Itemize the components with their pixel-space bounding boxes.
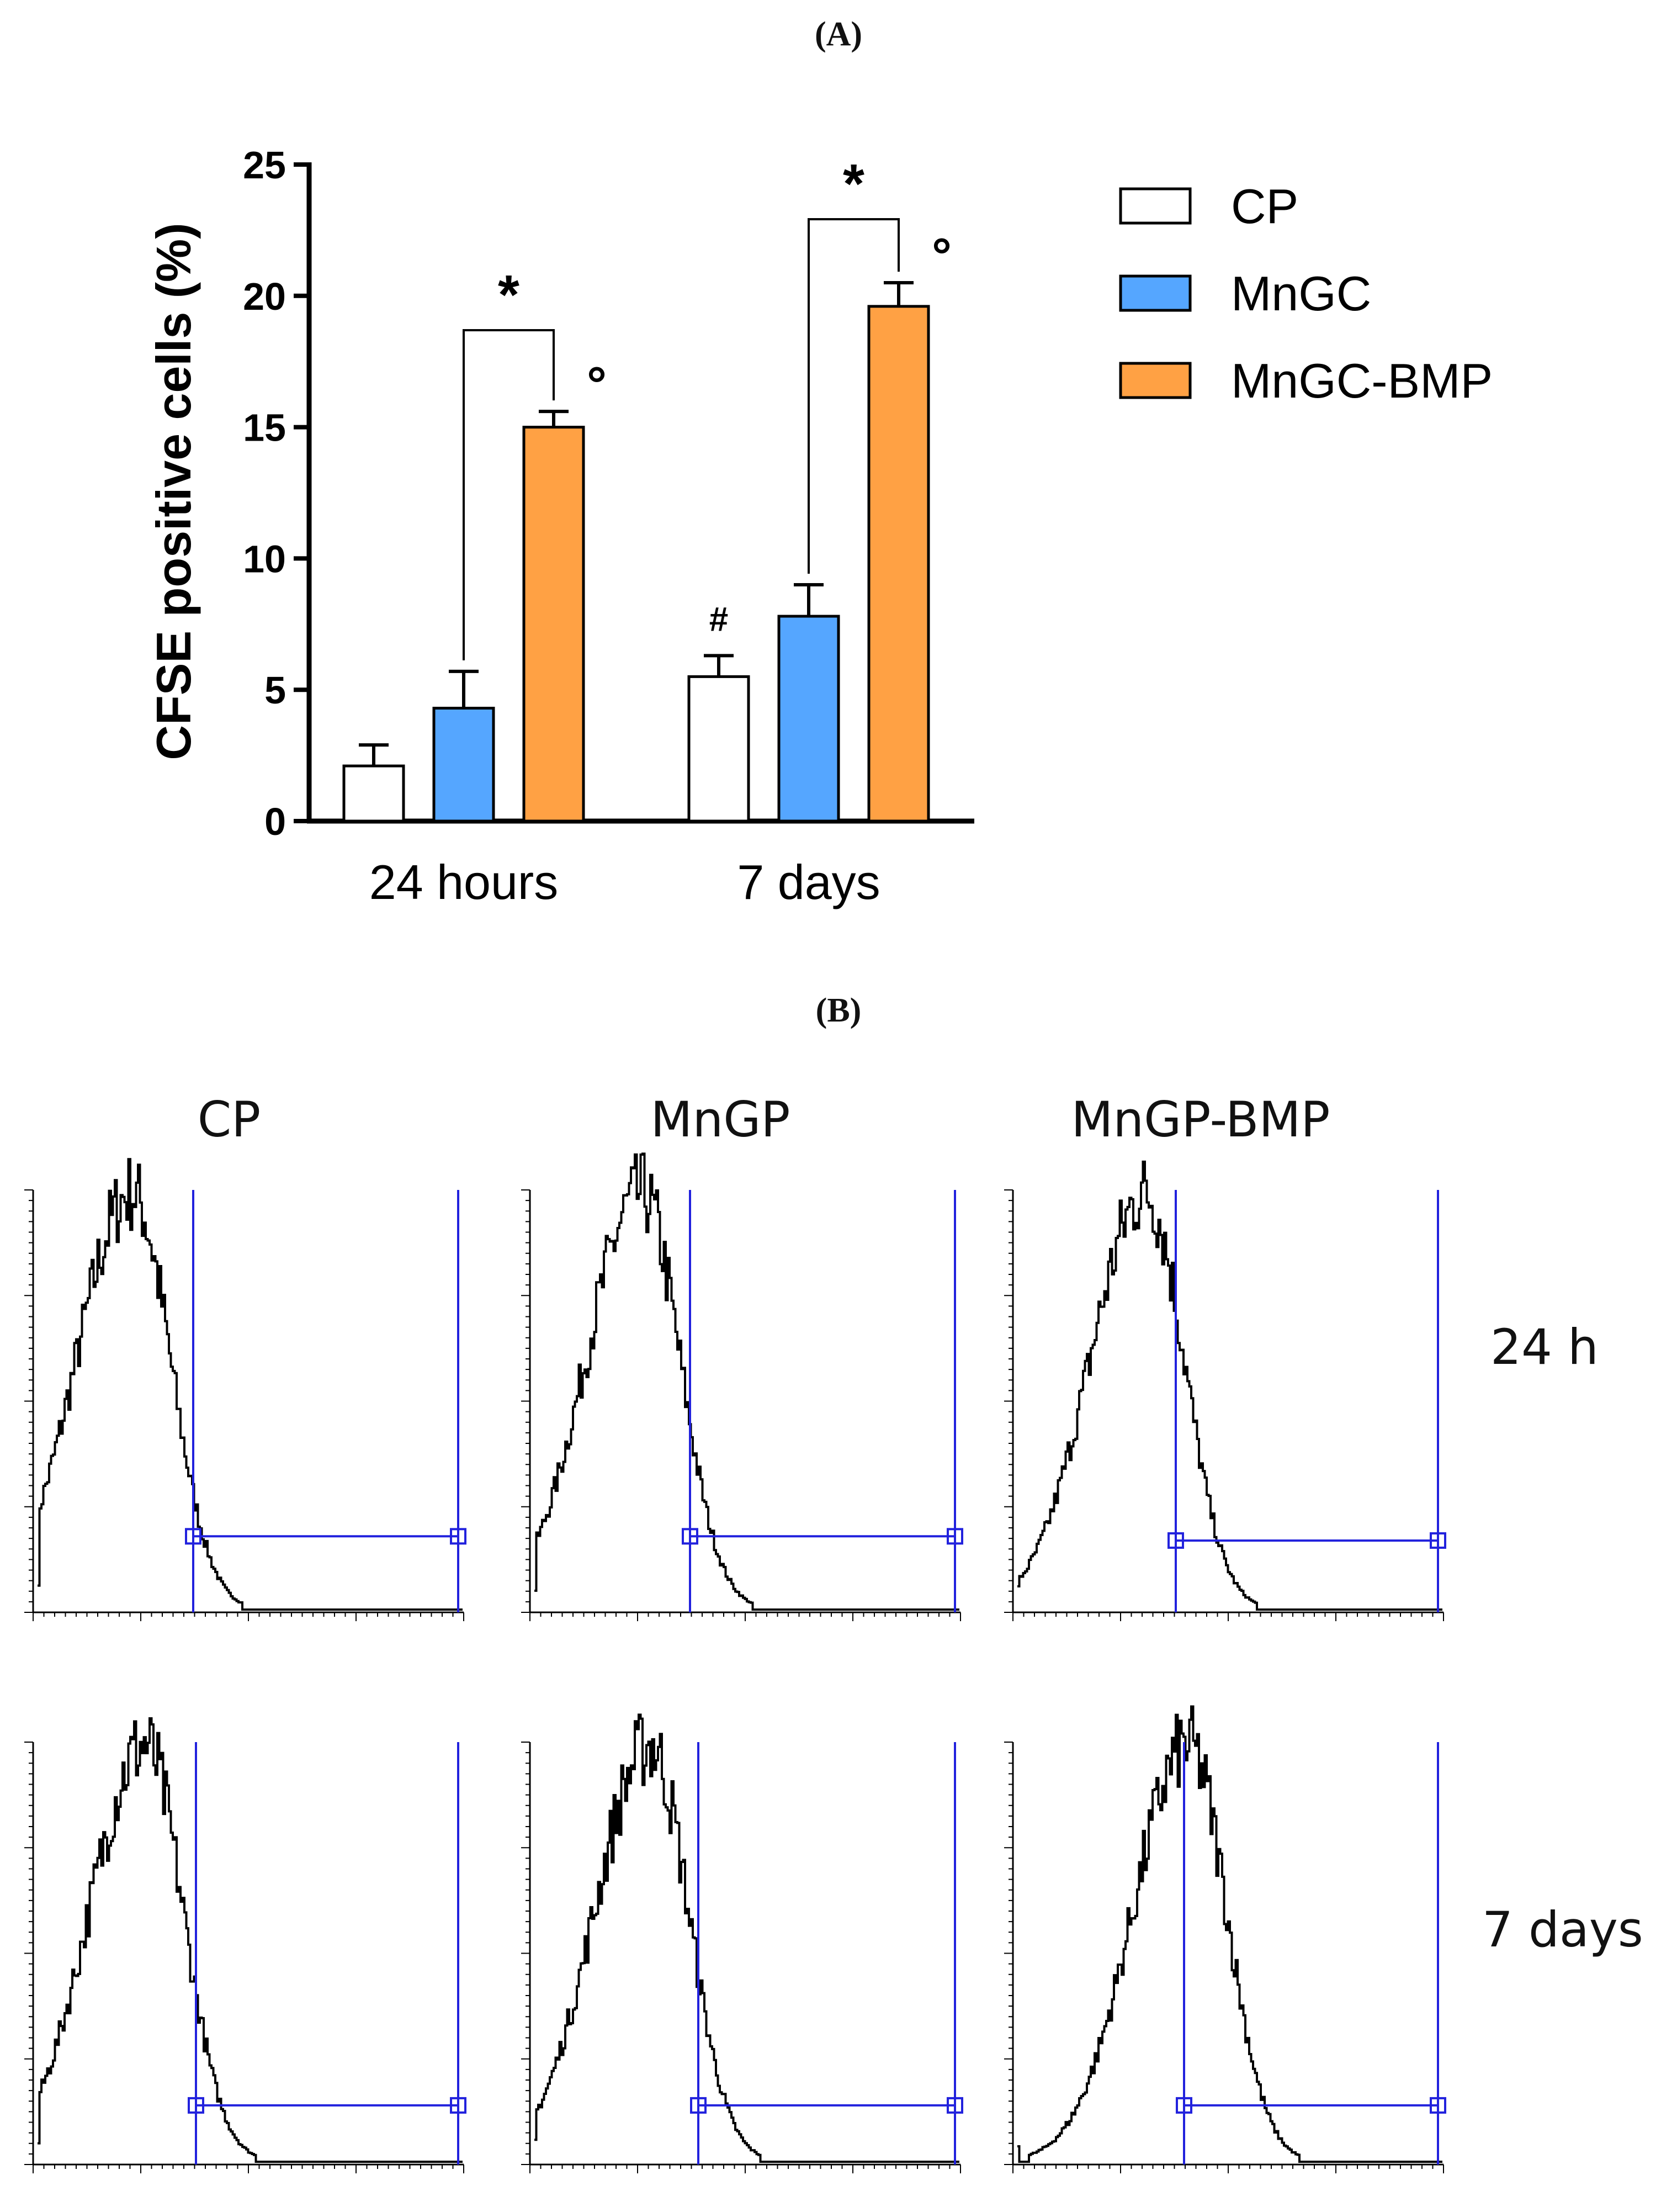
legend-swatch-mngc (1119, 274, 1192, 312)
histogram-curve (534, 1713, 959, 2163)
bar-chart: CFSE positive cells (%) 0 5 10 15 20 25 24 ho… (146, 144, 1493, 909)
histogram-panel (24, 1717, 466, 2173)
bar-mngc (777, 615, 840, 823)
x-tick-label: 24 hours (369, 855, 558, 909)
y-tick-label: 0 (264, 800, 286, 843)
legend-swatch-mngc-bmp (1119, 362, 1192, 399)
column-title: CP (198, 1091, 261, 1148)
y-ticks: 0 5 10 15 20 25 (243, 144, 309, 843)
legend-label: MnGC-BMP (1231, 353, 1493, 408)
histogram-panel (1004, 1705, 1446, 2173)
y-tick-label: 5 (264, 669, 286, 712)
gate-handle-right (1430, 2097, 1446, 2114)
gate-handle-left (682, 1528, 698, 1545)
y-tick-label: 25 (243, 144, 286, 187)
column-title: MnGP (651, 1091, 790, 1148)
column-title: MnGP-BMP (1071, 1091, 1330, 1148)
y-tick-label: 10 (243, 537, 286, 580)
histogram-curve (1017, 1705, 1442, 2163)
legend-swatch-cp (1119, 187, 1192, 225)
bar-cp (687, 675, 750, 823)
row-label: 7 days (1482, 1901, 1643, 1958)
histogram-panel (24, 1158, 466, 1621)
row-label: 24 h (1490, 1319, 1599, 1375)
gate-handle-right (947, 1528, 963, 1545)
gate-handle-left (188, 2097, 204, 2114)
significance-circle: ° (932, 229, 952, 284)
legend-label: CP (1231, 179, 1298, 234)
panel-b-label: (B) (816, 992, 862, 1029)
x-tick-label: 7 days (737, 855, 880, 909)
gate-handle-left (1167, 1532, 1184, 1549)
y-axis-label: CFSE positive cells (%) (146, 223, 201, 760)
bar-cp (342, 764, 405, 823)
histogram-grid: CP MnGP MnGP-BMP 24 h 7 days (24, 1091, 1643, 2173)
significance-bracket (808, 218, 900, 574)
y-tick-label: 20 (243, 275, 286, 318)
bar-mngc-bmp (867, 305, 930, 823)
panel-a-label: (A) (815, 15, 862, 53)
significance-star: * (498, 264, 519, 326)
histogram-panel (521, 1152, 963, 1621)
gate-handle-left (1176, 2097, 1192, 2114)
gate-handle-left (185, 1528, 201, 1545)
histogram-curve (534, 1152, 959, 1611)
bar-mngc-bmp (522, 426, 585, 823)
bars (342, 281, 930, 823)
gate-handle-right (450, 2097, 466, 2114)
gate-handle-right (450, 1528, 466, 1545)
legend: CP MnGC MnGC-BMP (1119, 179, 1493, 408)
x-ticks: 24 hours 7 days (369, 855, 880, 909)
y-tick-label: 15 (243, 406, 286, 449)
legend-label: MnGC (1231, 266, 1371, 321)
gate-handle-left (690, 2097, 707, 2114)
gate-handle-right (1430, 1532, 1446, 1549)
histogram-panel (521, 1713, 963, 2173)
gate-handle-right (947, 2097, 963, 2114)
bar-mngc (432, 706, 495, 823)
significance-star: * (843, 153, 864, 215)
histogram-panel (1004, 1160, 1446, 1621)
significance-circle: ° (587, 357, 607, 412)
significance-bracket (463, 329, 555, 660)
histogram-curve (1017, 1160, 1442, 1611)
histogram-curve (38, 1158, 463, 1611)
histogram-curve (38, 1717, 463, 2163)
significance-hash: # (709, 600, 728, 638)
significance-annotations: * ° * ° # (463, 153, 952, 660)
